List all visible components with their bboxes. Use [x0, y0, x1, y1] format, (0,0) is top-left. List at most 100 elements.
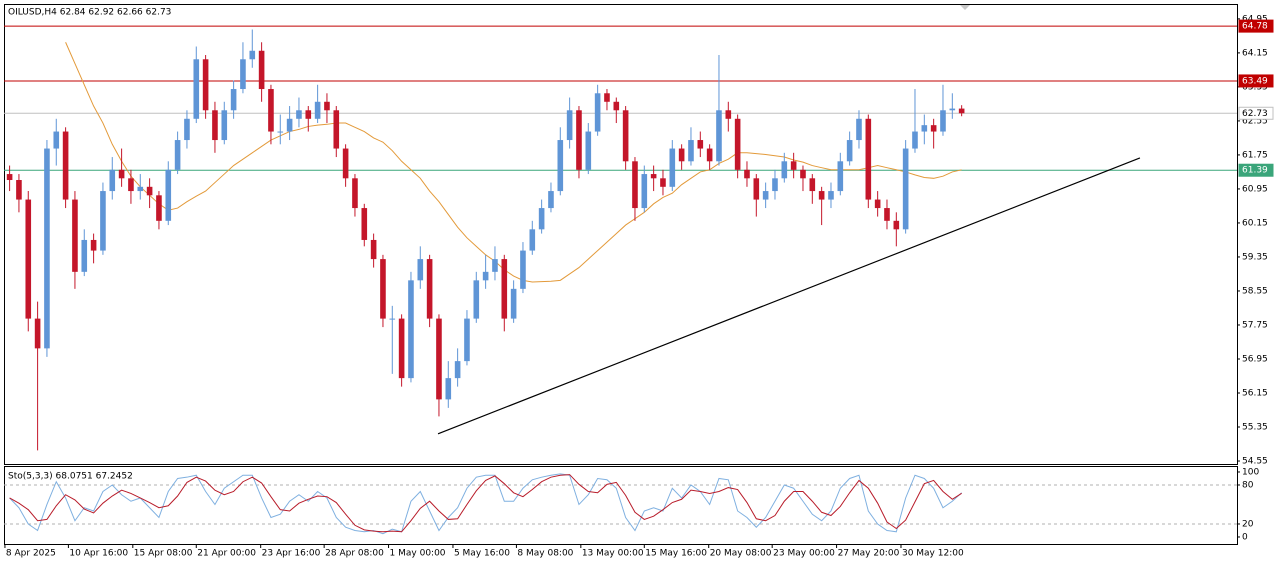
candle-body — [53, 131, 60, 149]
candle-body — [258, 50, 265, 90]
candle-body — [389, 318, 396, 320]
candle-body — [604, 93, 610, 102]
y-tick-label: 0 — [1242, 532, 1248, 542]
candle-body — [893, 220, 900, 230]
candle-body — [837, 161, 844, 192]
candle-body — [585, 131, 592, 170]
candle-body — [557, 140, 564, 192]
price-level-label: 64.78 — [1242, 22, 1268, 32]
stochastic-line — [9, 473, 962, 535]
candle-body — [576, 110, 582, 170]
candle-body — [772, 178, 778, 192]
candle-body — [137, 186, 144, 192]
x-tick-label: 5 May 16:00 — [454, 549, 510, 559]
x-tick-label: 8 May 08:00 — [517, 549, 573, 559]
candle-body — [940, 110, 946, 132]
candle-body — [221, 110, 228, 141]
candle-body — [426, 259, 433, 319]
candle-body — [949, 108, 956, 111]
candle-body — [286, 118, 293, 132]
candle-body — [408, 280, 414, 379]
candle-body — [660, 178, 666, 187]
candle-body — [510, 288, 517, 319]
candle-body — [501, 259, 508, 319]
x-tick-label: 13 May 00:00 — [582, 549, 644, 559]
candle-body — [25, 199, 32, 319]
candle-body — [697, 140, 704, 149]
candle-body — [296, 110, 302, 119]
candle-body — [874, 199, 881, 209]
y-tick-label: 64.95 — [1242, 14, 1268, 24]
candle-body — [856, 118, 862, 141]
x-tick-label: 23 Apr 16:00 — [262, 549, 321, 559]
y-tick-label: 100 — [1242, 467, 1259, 477]
price-level-box — [1238, 19, 1274, 33]
shift-marker — [960, 5, 970, 10]
candle-body — [109, 169, 116, 192]
candle-body — [417, 259, 424, 281]
candle-body — [249, 50, 256, 60]
candle-body — [706, 148, 713, 162]
y-tick-label: 64.15 — [1242, 48, 1268, 58]
candle-body — [613, 101, 620, 111]
candle-body — [473, 280, 480, 319]
price-level-label: 63.49 — [1242, 76, 1268, 86]
candle-body — [930, 125, 937, 132]
price-level-label: 61.39 — [1242, 166, 1268, 176]
candle-body — [912, 131, 918, 149]
x-tick-label: 27 May 20:00 — [838, 549, 900, 559]
candle-body — [324, 101, 330, 111]
price-level-box — [1238, 74, 1274, 88]
candle-body — [100, 191, 106, 251]
x-tick-label: 30 May 12:00 — [902, 549, 964, 559]
candle-body — [762, 191, 769, 200]
candle-body — [865, 118, 872, 200]
candle-body — [688, 140, 694, 162]
candle-body — [146, 186, 153, 196]
candle-body — [482, 271, 489, 281]
candle-body — [6, 174, 13, 181]
candle-body — [90, 239, 97, 251]
candle-body — [958, 108, 965, 114]
candle-body — [240, 59, 246, 90]
candle-body — [370, 239, 377, 260]
candle-body — [380, 259, 386, 319]
candle-body — [34, 318, 41, 349]
y-tick-label: 55.35 — [1242, 423, 1268, 433]
candle-body — [744, 169, 750, 179]
candle-body — [81, 239, 88, 272]
candle-body — [333, 110, 340, 149]
candle-body — [800, 169, 806, 179]
x-tick-label: 28 Apr 08:00 — [325, 549, 384, 559]
candle-body — [342, 148, 349, 179]
candle-body — [650, 174, 657, 179]
candle-body — [548, 191, 554, 209]
candle-body — [538, 208, 545, 230]
candle-body — [184, 118, 190, 141]
main-plot — [4, 25, 1237, 451]
candle-body — [445, 378, 452, 400]
y-tick-label: 60.15 — [1242, 218, 1268, 228]
y-tick-label: 61.75 — [1242, 150, 1268, 160]
candle-body — [641, 174, 648, 209]
candle-body — [492, 259, 498, 272]
candle-body — [622, 110, 629, 162]
candle-body — [62, 131, 69, 200]
candle-body — [902, 148, 909, 230]
y-tick-label: 80 — [1242, 480, 1254, 490]
candle-body — [305, 110, 312, 119]
candle-body — [828, 191, 834, 200]
y-tick-label: 60.95 — [1242, 184, 1268, 194]
candle-body — [314, 101, 321, 119]
candle-body — [809, 178, 816, 192]
trendline — [437, 157, 1141, 435]
candle-body — [398, 318, 405, 379]
x-tick-label: 1 May 00:00 — [390, 549, 446, 559]
candle-body — [529, 229, 536, 251]
x-tick-label: 23 May 00:00 — [773, 549, 835, 559]
candle-body — [884, 208, 890, 221]
candle-body — [174, 140, 181, 170]
candle-body — [118, 169, 125, 179]
